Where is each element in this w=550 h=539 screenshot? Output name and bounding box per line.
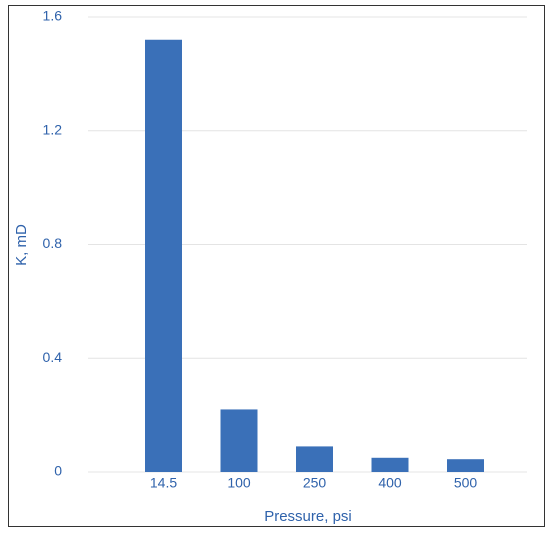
x-tick-label: 500 bbox=[454, 475, 478, 491]
y-tick-label: 1.6 bbox=[43, 8, 63, 24]
x-tick-label: 100 bbox=[227, 475, 251, 491]
bar bbox=[145, 39, 182, 472]
y-tick-label: 0.4 bbox=[43, 349, 63, 365]
bar bbox=[371, 457, 409, 472]
y-tick-label: 0.8 bbox=[43, 235, 63, 251]
x-tick-label: 14.5 bbox=[150, 475, 177, 491]
bar bbox=[220, 409, 258, 472]
y-tick-label: 1.2 bbox=[43, 121, 63, 137]
x-tick-label: 400 bbox=[378, 475, 402, 491]
x-tick-label: 250 bbox=[303, 475, 327, 491]
frame bbox=[8, 5, 545, 527]
x-axis-title: Pressure, psi bbox=[264, 508, 352, 525]
y-tick-label: 0 bbox=[54, 463, 62, 479]
bar bbox=[447, 459, 484, 472]
bar bbox=[296, 446, 333, 472]
y-axis-title: K, mD bbox=[13, 224, 30, 266]
